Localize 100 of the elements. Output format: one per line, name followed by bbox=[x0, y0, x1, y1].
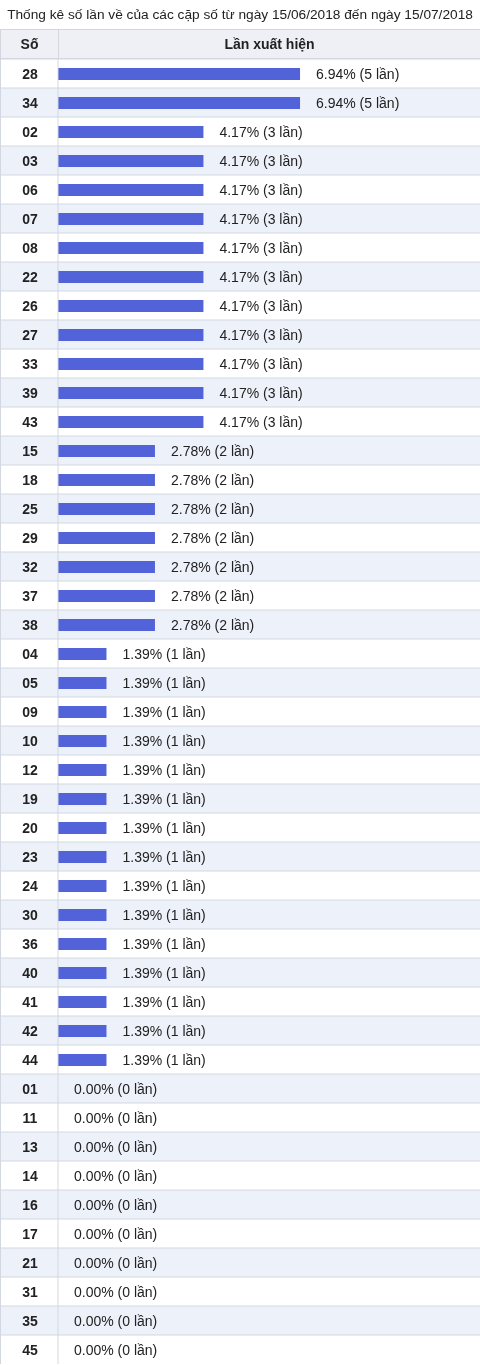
y-tick-label: 02 bbox=[22, 123, 38, 140]
y-tick-label: 36 bbox=[22, 935, 38, 952]
data-label: 2.78% (2 lần) bbox=[170, 558, 255, 575]
bar bbox=[58, 561, 155, 573]
bar bbox=[58, 793, 107, 805]
data-label: 0.00% (0 lần) bbox=[74, 1196, 158, 1213]
y-tick-label: 09 bbox=[22, 703, 38, 720]
y-tick-label: 11 bbox=[22, 1109, 38, 1126]
data-label: 4.17% (3 lần) bbox=[219, 268, 303, 285]
chart-title: Thống kê số lần về của các cặp số từ ngày 15/06/2018 đến ngày 15/07/2018 bbox=[7, 7, 473, 22]
y-tick-label: 04 bbox=[22, 645, 38, 662]
y-tick-label: 34 bbox=[22, 94, 38, 111]
y-tick-label: 01 bbox=[22, 1080, 38, 1097]
bar bbox=[58, 213, 204, 225]
data-label: 0.00% (0 lần) bbox=[74, 1283, 158, 1300]
y-tick-label: 06 bbox=[22, 181, 38, 198]
y-tick-label: 41 bbox=[22, 993, 38, 1010]
bar bbox=[58, 1054, 107, 1066]
y-tick-label: 30 bbox=[22, 906, 38, 923]
data-label: 4.17% (3 lần) bbox=[219, 297, 303, 314]
y-tick-label: 40 bbox=[22, 964, 38, 981]
data-label: 1.39% (1 lần) bbox=[122, 906, 206, 923]
bar bbox=[58, 967, 107, 979]
data-label: 2.78% (2 lần) bbox=[170, 500, 255, 517]
y-tick-label: 15 bbox=[22, 442, 38, 459]
bar bbox=[58, 648, 107, 660]
y-tick-label: 10 bbox=[22, 732, 38, 749]
bar bbox=[58, 358, 204, 370]
data-label: 4.17% (3 lần) bbox=[219, 210, 303, 227]
data-label: 4.17% (3 lần) bbox=[219, 413, 303, 430]
data-label: 6.94% (5 lần) bbox=[316, 65, 400, 82]
data-label: 1.39% (1 lần) bbox=[122, 819, 206, 836]
data-label: 4.17% (3 lần) bbox=[219, 384, 303, 401]
y-tick-label: 03 bbox=[22, 152, 38, 169]
data-label: 1.39% (1 lần) bbox=[122, 877, 206, 894]
bar bbox=[58, 97, 301, 109]
y-tick-label: 29 bbox=[22, 529, 38, 546]
data-label: 1.39% (1 lần) bbox=[122, 1051, 206, 1068]
data-label: 2.78% (2 lần) bbox=[170, 587, 255, 604]
data-label: 1.39% (1 lần) bbox=[122, 674, 206, 691]
bar bbox=[58, 184, 204, 196]
bar bbox=[58, 996, 107, 1008]
bar bbox=[58, 619, 155, 631]
y-tick-label: 27 bbox=[22, 326, 38, 343]
data-label: 6.94% (5 lần) bbox=[316, 94, 400, 111]
y-axis-title: Số bbox=[20, 36, 39, 52]
data-label: 4.17% (3 lần) bbox=[219, 123, 303, 140]
bar bbox=[58, 242, 204, 254]
data-label: 1.39% (1 lần) bbox=[122, 848, 206, 865]
data-label: 4.17% (3 lần) bbox=[219, 326, 303, 343]
data-label: 1.39% (1 lần) bbox=[122, 761, 206, 778]
y-tick-label: 14 bbox=[22, 1167, 38, 1184]
bar bbox=[58, 822, 107, 834]
y-tick-label: 05 bbox=[22, 674, 38, 691]
data-label: 1.39% (1 lần) bbox=[122, 993, 206, 1010]
x-axis-title: Lần xuất hiện bbox=[224, 36, 315, 52]
data-label: 2.78% (2 lần) bbox=[170, 442, 255, 459]
bar bbox=[58, 735, 107, 747]
bar bbox=[58, 126, 204, 138]
y-tick-label: 45 bbox=[22, 1341, 38, 1358]
data-label: 0.00% (0 lần) bbox=[74, 1254, 158, 1271]
y-tick-label: 39 bbox=[22, 384, 38, 401]
bar bbox=[58, 329, 204, 341]
bar bbox=[58, 677, 107, 689]
bar bbox=[58, 474, 155, 486]
y-tick-label: 28 bbox=[22, 65, 38, 82]
bar bbox=[58, 271, 204, 283]
data-label: 4.17% (3 lần) bbox=[219, 239, 303, 256]
data-label: 4.17% (3 lần) bbox=[219, 181, 303, 198]
bar bbox=[58, 503, 155, 515]
data-label: 1.39% (1 lần) bbox=[122, 790, 206, 807]
data-label: 0.00% (0 lần) bbox=[74, 1109, 158, 1126]
y-tick-label: 43 bbox=[22, 413, 38, 430]
y-tick-label: 37 bbox=[22, 587, 38, 604]
data-label: 0.00% (0 lần) bbox=[74, 1341, 158, 1358]
bar bbox=[58, 68, 301, 80]
bar bbox=[58, 764, 107, 776]
bar bbox=[58, 532, 155, 544]
y-tick-label: 17 bbox=[22, 1225, 38, 1242]
data-label: 1.39% (1 lần) bbox=[122, 1022, 206, 1039]
data-label: 0.00% (0 lần) bbox=[74, 1138, 158, 1155]
bar bbox=[58, 1025, 107, 1037]
y-tick-label: 26 bbox=[22, 297, 38, 314]
y-tick-label: 18 bbox=[22, 471, 38, 488]
bar bbox=[58, 590, 155, 602]
y-tick-label: 08 bbox=[22, 239, 38, 256]
y-tick-label: 19 bbox=[22, 790, 38, 807]
data-label: 0.00% (0 lần) bbox=[74, 1167, 158, 1184]
data-label: 1.39% (1 lần) bbox=[122, 935, 206, 952]
data-label: 1.39% (1 lần) bbox=[122, 703, 206, 720]
bar bbox=[58, 909, 107, 921]
bar bbox=[58, 155, 204, 167]
bar bbox=[58, 851, 107, 863]
y-tick-label: 13 bbox=[22, 1138, 38, 1155]
bar bbox=[58, 300, 204, 312]
y-tick-label: 07 bbox=[22, 210, 38, 227]
bar bbox=[58, 880, 107, 892]
bar bbox=[58, 706, 107, 718]
y-tick-label: 32 bbox=[22, 558, 38, 575]
data-label: 2.78% (2 lần) bbox=[170, 529, 255, 546]
